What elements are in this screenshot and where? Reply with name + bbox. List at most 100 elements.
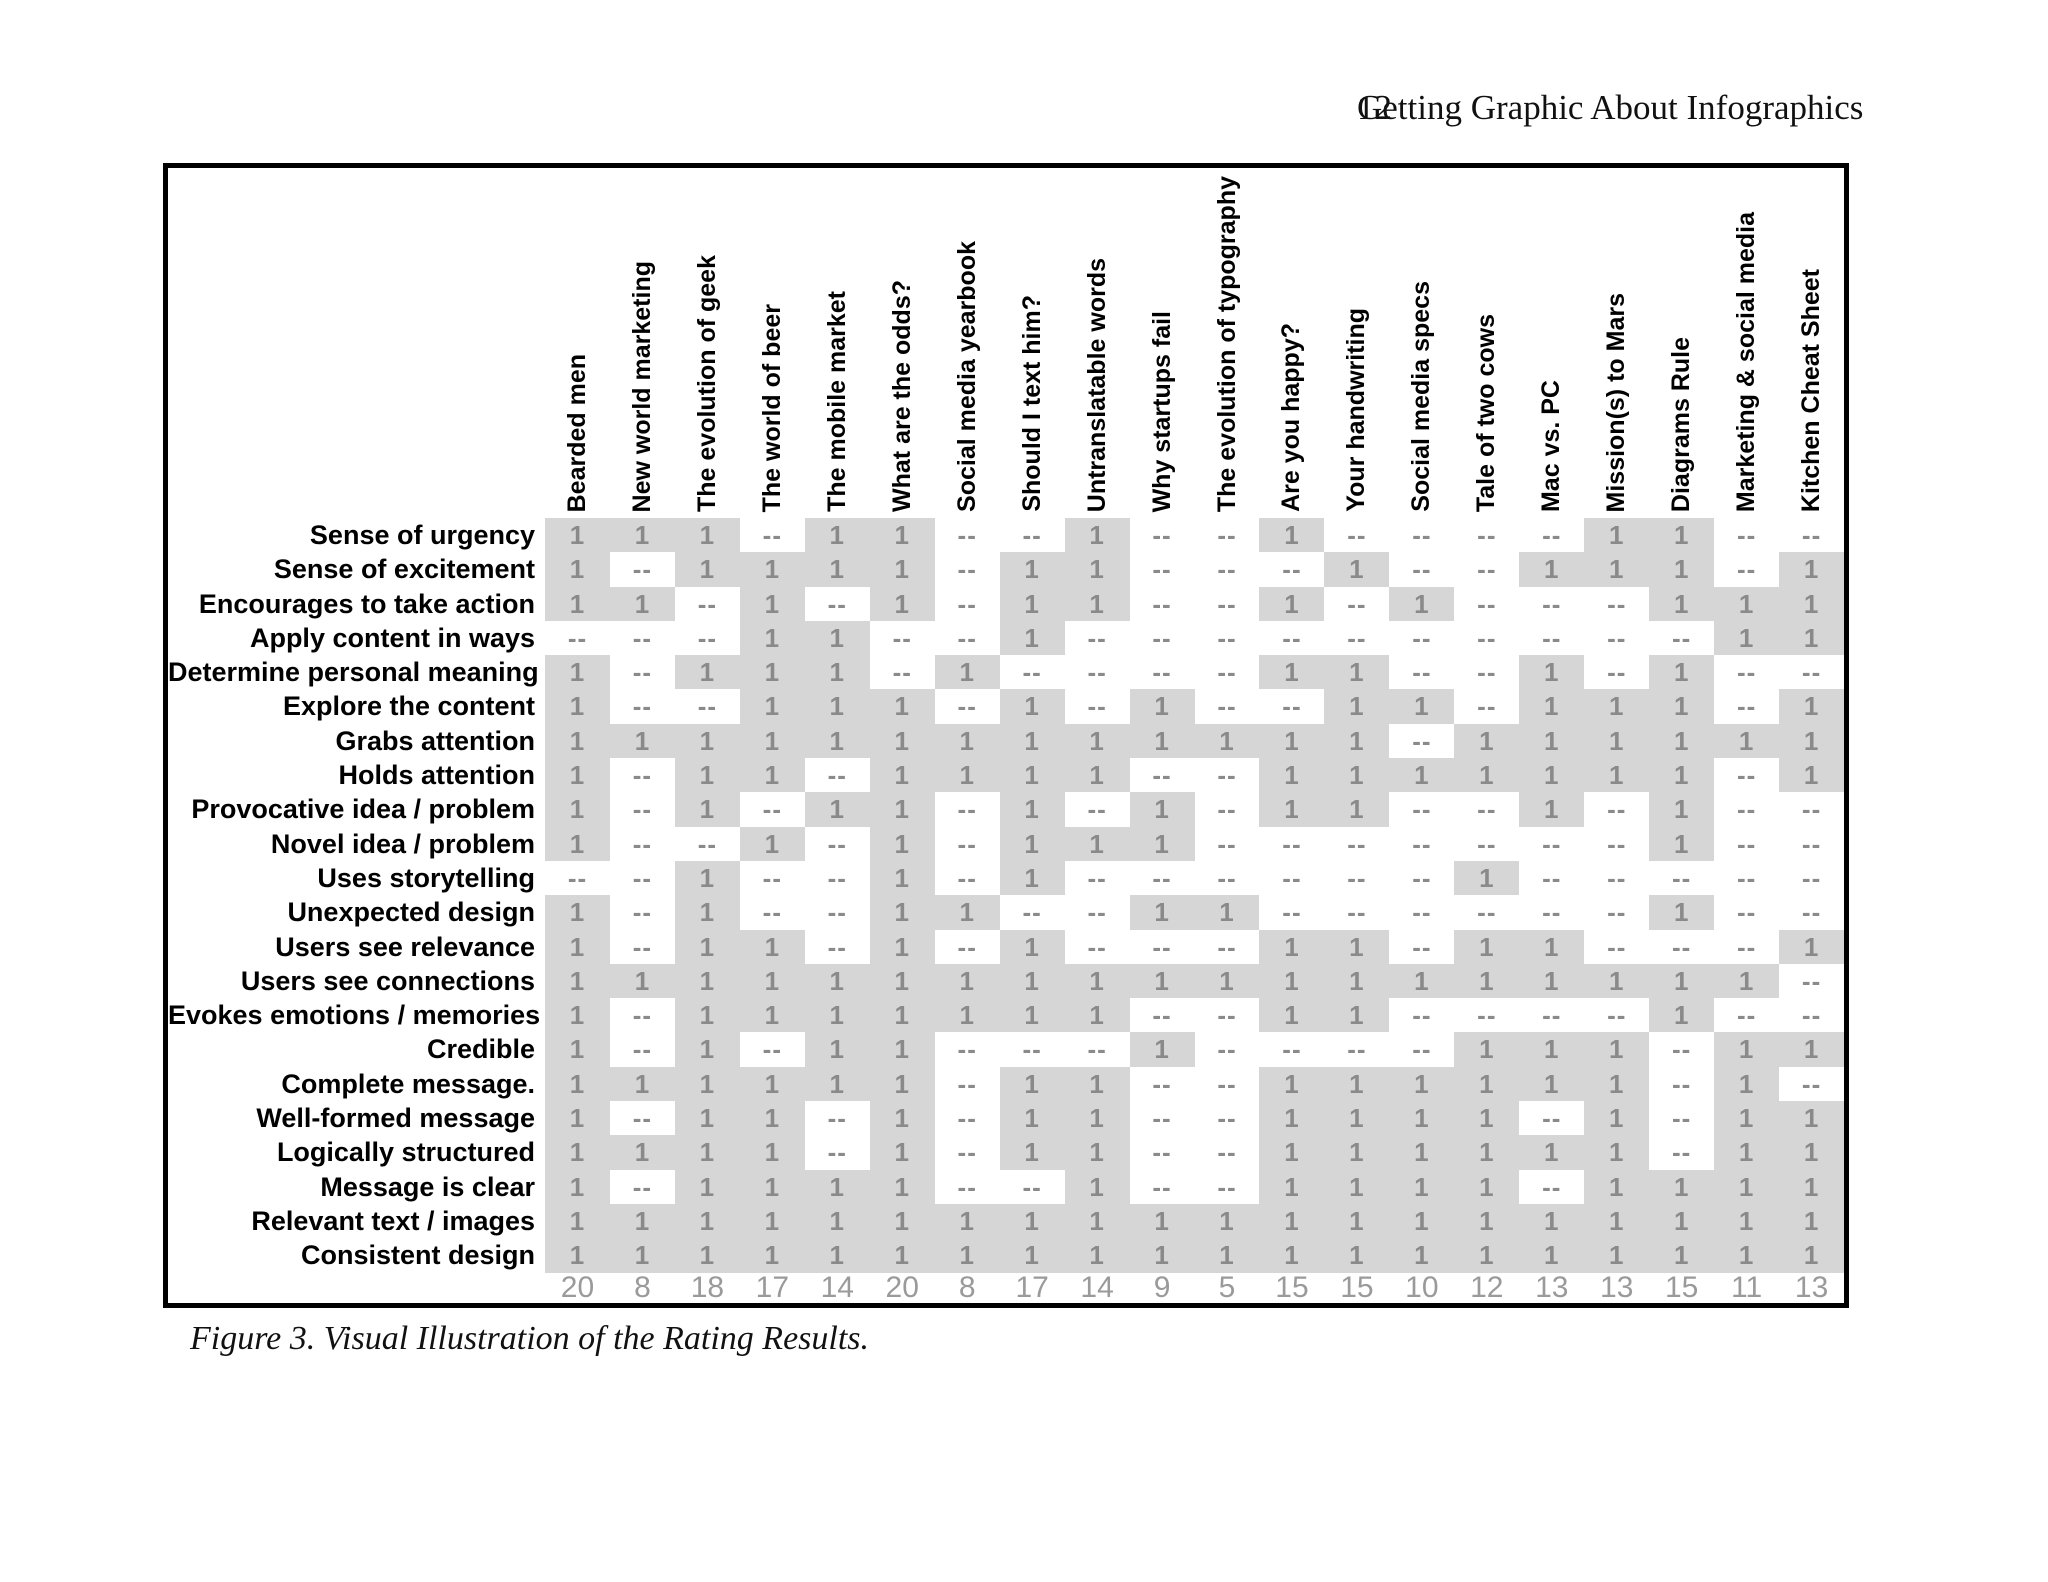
matrix-cell: --	[1064, 1032, 1130, 1067]
matrix-cell: 1	[999, 758, 1065, 793]
matrix-cell: --	[1454, 826, 1520, 861]
matrix-cell: 1	[545, 1135, 610, 1170]
matrix-cell: 1	[1324, 1238, 1390, 1273]
matrix-cell: 1	[869, 998, 935, 1033]
matrix-cell: 1	[999, 998, 1065, 1033]
matrix-cell: --	[804, 929, 870, 964]
matrix-cell: 1	[609, 963, 675, 999]
column-header-label: Bearded men	[562, 353, 591, 512]
column-header-label: Mac vs. PC	[1537, 379, 1566, 512]
matrix-cell: --	[609, 552, 675, 587]
matrix-cell: --	[1129, 860, 1195, 896]
matrix-cell: 1	[1454, 1203, 1520, 1239]
matrix-cell: --	[1194, 929, 1260, 964]
matrix-cell: --	[999, 655, 1065, 690]
matrix-cell: 1	[545, 518, 610, 553]
figure-frame: Bearded men New world marketing The evolut…	[163, 163, 1849, 1308]
matrix-cell: 1	[1519, 552, 1585, 587]
table-row: Logically structured 1 1 1 1 -- 1 -- 1 1 -- -- 1 1 1 1 1…	[168, 1135, 1845, 1170]
matrix-cell: --	[1519, 998, 1585, 1033]
table-row: Sense of urgency 1 1 1 -- 1 1 -- -- 1 -- -- 1 -- -- -- -…	[168, 518, 1845, 553]
matrix-cell: 1	[1324, 929, 1390, 964]
total-value: 18	[690, 1270, 725, 1304]
column-header-label: Tale of two cows	[1472, 313, 1501, 512]
table-row: Determine personal meaning 1 -- 1 1 1 -- 1 -- -- -…	[168, 655, 1845, 690]
matrix-cell: --	[1584, 792, 1650, 827]
matrix-cell: 1	[1454, 929, 1520, 964]
matrix-cell: --	[1519, 620, 1585, 656]
matrix-cell: 1	[1649, 518, 1715, 553]
matrix-cell: --	[1714, 689, 1780, 724]
matrix-cell: 1	[1519, 1203, 1585, 1239]
matrix-cell: 1	[1714, 723, 1780, 759]
matrix-cell: 1	[1779, 1135, 1845, 1170]
table-row: Message is clear 1 -- 1 1 1 1 -- -- 1 -- -- 1 1 1 1 -- 1 1…	[168, 1169, 1845, 1204]
matrix-cell: 1	[1714, 963, 1780, 999]
matrix-cell: 1	[1259, 723, 1325, 759]
row-label: Explore the content	[282, 691, 535, 722]
matrix-cell: 1	[674, 723, 740, 759]
matrix-cell: 1	[674, 929, 740, 964]
matrix-cell: 1	[804, 1066, 870, 1102]
rating-grid: Bearded men New world marketing The evolut…	[168, 168, 1845, 1304]
matrix-cell: 1	[674, 998, 740, 1033]
matrix-cell: 1	[1649, 758, 1715, 793]
matrix-cell: 1	[1519, 1032, 1585, 1067]
matrix-cell: 1	[1129, 723, 1195, 759]
matrix-cell: 1	[1779, 723, 1845, 759]
matrix-cell: 1	[1649, 723, 1715, 759]
matrix-cell: 1	[609, 1203, 675, 1239]
matrix-cell: 1	[1064, 552, 1130, 587]
matrix-cell: --	[1454, 998, 1520, 1033]
matrix-cell: 1	[869, 792, 935, 827]
matrix-cell: 1	[674, 860, 740, 896]
matrix-cell: 1	[999, 689, 1065, 724]
matrix-cell: 1	[934, 998, 1000, 1033]
matrix-cell: 1	[1649, 1238, 1715, 1273]
matrix-cell: 1	[869, 1101, 935, 1136]
column-header-label: Kitchen Cheat Sheet	[1797, 268, 1826, 512]
column-header-17: Mission(s) to Mars	[1584, 168, 1650, 518]
matrix-cell: --	[1259, 620, 1325, 656]
matrix-cell: 1	[999, 963, 1065, 999]
matrix-cell: 1	[609, 586, 675, 621]
matrix-cell: 1	[869, 929, 935, 964]
matrix-cell: 1	[545, 655, 610, 690]
matrix-cell: --	[1194, 998, 1260, 1033]
matrix-cell: 1	[1454, 723, 1520, 759]
column-header-label: Why startups fail	[1147, 310, 1176, 512]
matrix-cell: --	[1714, 518, 1780, 553]
matrix-cell: 1	[804, 963, 870, 999]
matrix-cell: 1	[1519, 689, 1585, 724]
matrix-cell: 1	[1324, 723, 1390, 759]
matrix-cell: 1	[674, 1238, 740, 1273]
matrix-cell: --	[1714, 929, 1780, 964]
matrix-cell: --	[1389, 860, 1455, 896]
matrix-cell: 1	[869, 552, 935, 587]
matrix-cell: 1	[1454, 1032, 1520, 1067]
matrix-cell: 1	[1064, 758, 1130, 793]
matrix-cell: --	[1129, 998, 1195, 1033]
table-row: Users see connections 1 1 1 1 1 1 1 1 1 1 1 1 1 1 1 1 1 1 1…	[168, 963, 1845, 999]
matrix-cell: --	[1649, 620, 1715, 656]
matrix-cell: 1	[1649, 792, 1715, 827]
matrix-cell: 1	[609, 1066, 675, 1102]
column-header-16: Mac vs. PC	[1519, 168, 1585, 518]
matrix-cell: 1	[1714, 620, 1780, 656]
matrix-cell: 1	[1454, 758, 1520, 793]
matrix-cell: 1	[609, 1135, 675, 1170]
matrix-cell: 1	[1129, 826, 1195, 861]
matrix-cell: --	[1194, 1135, 1260, 1170]
matrix-cell: 1	[1324, 1135, 1390, 1170]
matrix-cell: 1	[545, 929, 610, 964]
matrix-cell: 1	[674, 963, 740, 999]
matrix-cell: --	[1389, 929, 1455, 964]
matrix-cell: --	[1194, 1101, 1260, 1136]
matrix-cell: --	[1649, 1032, 1715, 1067]
matrix-cell: --	[804, 860, 870, 896]
matrix-cell: --	[1389, 792, 1455, 827]
row-label: Unexpected design	[287, 897, 535, 928]
total-value: 15	[1664, 1270, 1699, 1304]
matrix-cell: --	[999, 518, 1065, 553]
matrix-cell: --	[1454, 895, 1520, 930]
